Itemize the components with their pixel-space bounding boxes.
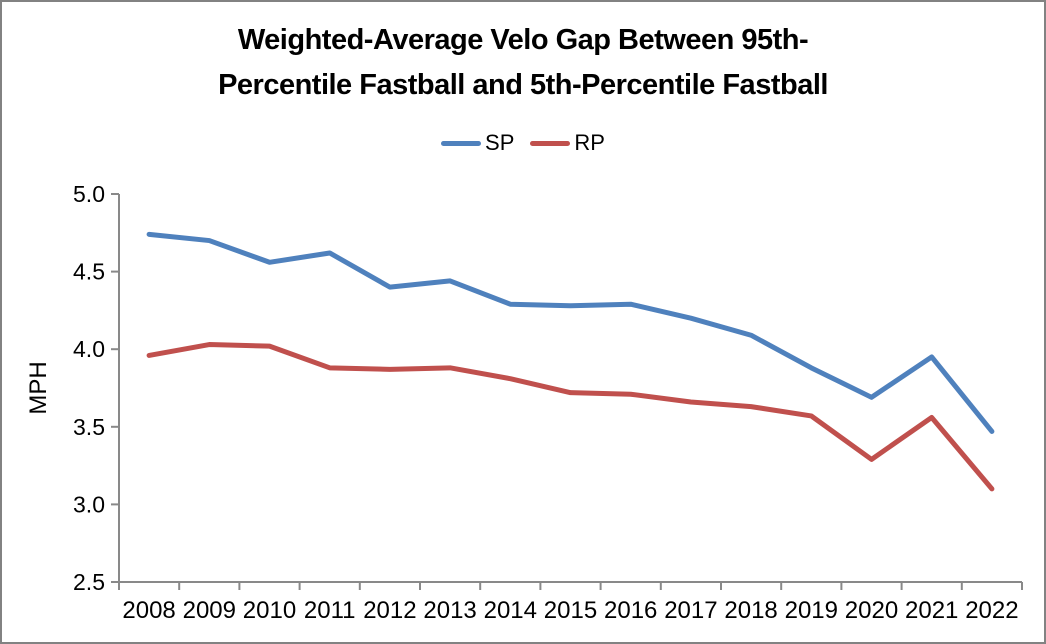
- rp-line-swatch-icon: [530, 140, 571, 146]
- legend-label-sp: SP: [485, 130, 515, 155]
- y-tick-label: 5.0: [73, 181, 105, 207]
- x-tick-label: 2008: [122, 597, 175, 624]
- legend-item-sp: SP: [441, 130, 514, 156]
- y-tick-label: 2.5: [73, 569, 105, 595]
- x-tick-label: 2021: [905, 597, 958, 624]
- y-tick-label: 4.0: [73, 336, 105, 362]
- x-tick-label: 2018: [724, 597, 777, 624]
- x-tick-label: 2013: [423, 597, 476, 624]
- y-tick-label: 4.5: [73, 259, 105, 285]
- chart-title-line1: Weighted-Average Velo Gap Between 95th-: [237, 24, 809, 56]
- x-tick-label: 2019: [785, 597, 838, 624]
- x-tick-label: 2015: [544, 597, 597, 624]
- y-axis-title: MPH: [25, 361, 52, 414]
- x-tick-label: 2011: [304, 597, 356, 624]
- x-tick-label: 2012: [363, 597, 416, 624]
- chart-title-line2: Percentile Fastball and 5th-Percentile F…: [218, 69, 828, 101]
- legend-item-rp: RP: [530, 130, 605, 156]
- x-tick-label: 2016: [604, 597, 657, 624]
- x-tick-label: 2014: [484, 597, 537, 624]
- legend-label-rp: RP: [574, 130, 605, 155]
- chart-title: Weighted-Average Velo Gap Between 95th- …: [2, 18, 1044, 108]
- x-tick-label: 2017: [664, 597, 717, 624]
- x-tick-label: 2020: [845, 597, 898, 624]
- x-tick-label: 2009: [183, 597, 236, 624]
- y-tick-label: 3.0: [73, 491, 105, 517]
- sp-line-swatch-icon: [441, 140, 482, 146]
- y-tick-label: 3.5: [73, 414, 105, 440]
- x-tick-label: 2010: [243, 597, 296, 624]
- x-tick-label: 2022: [965, 597, 1018, 624]
- chart-legend: SP RP: [2, 130, 1044, 156]
- sp-line: [146, 231, 995, 434]
- rp-line: [146, 342, 995, 492]
